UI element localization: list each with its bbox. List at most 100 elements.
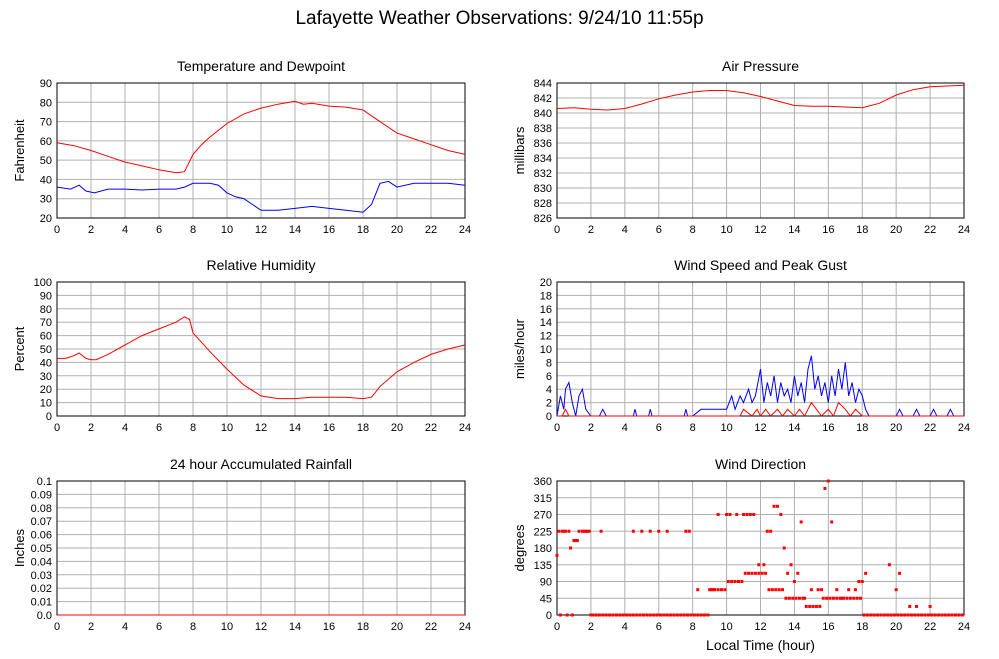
direction-point: [640, 529, 644, 533]
direction-point: [716, 513, 720, 516]
temp-y-tick-label: 50: [40, 155, 52, 167]
direction-point: [652, 613, 656, 617]
direction-point: [920, 613, 924, 617]
direction-point: [587, 529, 591, 533]
rain-y-tick-label: 0.03: [31, 570, 52, 582]
direction-point: [838, 596, 842, 600]
direction-point: [684, 529, 688, 533]
temp-y-tick-label: 70: [40, 117, 52, 129]
direction-point: [926, 613, 930, 617]
rain-x-tick-label: 2: [88, 621, 94, 633]
rain-x-tick-label: 14: [289, 621, 301, 633]
direction-point: [631, 613, 635, 617]
temp-x-tick-label: 14: [289, 224, 301, 236]
temp-x-tick-label: 22: [425, 224, 437, 236]
direction-point: [886, 613, 890, 617]
direction-point: [733, 580, 737, 583]
direction-point: [840, 596, 844, 600]
direction-point: [648, 529, 652, 533]
direction-point: [745, 513, 749, 516]
direction-point: [742, 513, 746, 516]
wind-x-tick-label: 2: [588, 422, 594, 434]
direction-point: [896, 613, 900, 617]
pressure-y-tick-label: 840: [534, 108, 552, 120]
direction-point: [787, 596, 791, 600]
humidity-y-tick-label: 80: [40, 304, 52, 316]
direction-point: [645, 613, 649, 617]
rain-y-tick-label: 0.01: [31, 597, 52, 609]
temp-y-tick-label: 40: [40, 174, 52, 186]
direction-point: [876, 613, 880, 617]
direction-point: [558, 613, 562, 617]
direction-point: [892, 613, 896, 617]
humidity-x-tick-label: 14: [289, 422, 301, 434]
wind-x-tick-label: 6: [656, 422, 662, 434]
direction-point: [747, 571, 751, 575]
direction-point: [908, 604, 912, 608]
direction-point: [770, 588, 774, 592]
direction-point: [696, 588, 700, 592]
direction-point: [572, 539, 576, 543]
direction-point: [947, 613, 951, 617]
temp-x-tick-label: 16: [323, 224, 335, 236]
direction-point: [915, 604, 919, 608]
humidity-y-tick-label: 50: [40, 344, 52, 356]
humidity-y-tick-label: 30: [40, 371, 52, 383]
direction-y-tick-label: 360: [534, 476, 552, 488]
rain-x-tick-label: 18: [357, 621, 369, 633]
direction-point: [569, 546, 573, 550]
temp-chart-title: Temperature and Dewpoint: [177, 58, 345, 74]
direction-point: [648, 613, 652, 617]
direction-x-tick-label: 8: [690, 621, 696, 633]
direction-point: [614, 613, 618, 617]
direction-point: [811, 604, 815, 608]
temp-series-line-1: [56, 180, 466, 213]
direction-point: [679, 613, 683, 617]
rain-x-tick-label: 10: [221, 621, 233, 633]
direction-point: [713, 588, 717, 592]
direction-point: [823, 486, 827, 490]
temp-x-tick-label: 24: [459, 224, 471, 236]
direction-point: [816, 588, 820, 592]
rain-chart-title: 24 hour Accumulated Rainfall: [170, 456, 352, 472]
rain-x-tick-label: 22: [425, 621, 437, 633]
direction-point: [820, 588, 824, 592]
humidity-x-tick-label: 24: [459, 422, 471, 434]
direction-point: [655, 613, 659, 617]
pressure-plot-frame: [556, 82, 965, 219]
direction-x-tick-label: 24: [958, 621, 970, 633]
pressure-y-tick-label: 834: [534, 153, 552, 165]
humidity-x-tick-label: 18: [357, 422, 369, 434]
wind-y-tick-label: 8: [546, 357, 552, 369]
direction-point: [740, 580, 744, 583]
wind-y-tick-label: 20: [540, 277, 552, 289]
direction-y-tick-label: 135: [534, 560, 552, 572]
rain-y-tick-label: 0.04: [31, 556, 52, 568]
direction-point: [726, 580, 730, 583]
pressure-y-tick-label: 836: [534, 138, 552, 150]
temp-x-tick-label: 4: [122, 224, 128, 236]
direction-point: [828, 596, 832, 600]
direction-point: [686, 613, 690, 617]
direction-y-tick-label: 90: [540, 577, 552, 589]
direction-point: [618, 613, 622, 617]
direction-y-tick-label: 180: [534, 543, 552, 555]
pressure-x-tick-label: 12: [754, 224, 766, 236]
direction-point: [835, 588, 839, 592]
humidity-x-tick-label: 6: [156, 422, 162, 434]
direction-point: [658, 613, 662, 617]
direction-point: [689, 613, 693, 617]
wind-x-tick-label: 16: [822, 422, 834, 434]
direction-x-tick-label: 2: [588, 621, 594, 633]
temp-x-tick-label: 8: [190, 224, 196, 236]
humidity-y-tick-label: 90: [40, 290, 52, 302]
direction-point: [638, 613, 642, 617]
rain-x-tick-label: 20: [391, 621, 403, 633]
pressure-y-tick-label: 828: [534, 198, 552, 210]
direction-point: [764, 571, 768, 575]
temp-y-tick-label: 90: [40, 78, 52, 90]
pressure-x-tick-label: 14: [788, 224, 800, 236]
temp-plot-frame: [56, 82, 466, 219]
direction-point: [631, 529, 635, 533]
